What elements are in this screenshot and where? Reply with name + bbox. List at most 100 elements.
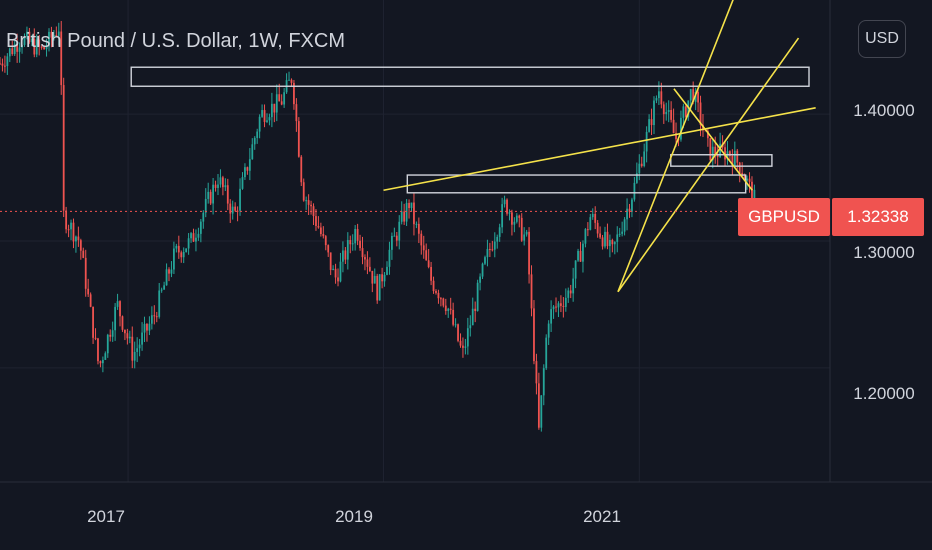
candle-body — [195, 237, 197, 242]
candle-body — [506, 199, 508, 214]
candle-body — [332, 268, 335, 270]
candle-body — [297, 121, 300, 157]
candle-body — [168, 269, 170, 274]
candle-body — [246, 167, 249, 171]
candle-body — [650, 119, 653, 126]
candle-body — [13, 44, 16, 54]
candle-body — [491, 249, 494, 251]
candle-body — [153, 315, 156, 317]
candle-body — [386, 266, 388, 275]
candle-body — [530, 274, 533, 309]
candle-body — [520, 217, 523, 241]
candle-body — [454, 324, 457, 326]
candle-body — [239, 188, 241, 211]
candle-body — [295, 104, 298, 122]
chart-title: British Pound / U.S. Dollar, 1W, FXCM — [6, 30, 345, 52]
candle-body — [35, 39, 38, 55]
candle-body — [586, 229, 589, 231]
candle-body — [589, 217, 592, 230]
candle-body — [361, 248, 364, 258]
candle-body — [136, 348, 139, 352]
candle-body — [3, 65, 6, 67]
candle-body — [241, 177, 244, 189]
candle-body — [733, 150, 736, 166]
currency-button[interactable]: USD — [858, 20, 906, 58]
candle-body — [342, 250, 344, 262]
candle-body — [226, 185, 229, 204]
candle-body — [45, 46, 48, 50]
candle-body — [244, 167, 246, 178]
candle-body — [128, 336, 131, 339]
candle-body — [665, 112, 668, 115]
candle-body — [498, 227, 501, 237]
candle-body — [339, 261, 342, 282]
candle-body — [564, 297, 567, 307]
candle-body — [0, 63, 1, 65]
candle-body — [217, 184, 219, 188]
candle-body — [18, 47, 21, 52]
candle-body — [643, 151, 646, 167]
candle-body — [574, 260, 577, 279]
candle-body — [214, 184, 217, 188]
candle-body — [199, 221, 202, 234]
candle-body — [422, 245, 425, 251]
candle-body — [748, 178, 751, 182]
candle-body — [11, 48, 14, 54]
candle-body — [6, 56, 9, 67]
candle-body — [611, 240, 614, 245]
candle-body — [65, 210, 68, 230]
x-tick-label: 2021 — [583, 507, 621, 526]
candle-body — [219, 177, 222, 185]
candle-body — [464, 346, 467, 348]
candle-body — [40, 46, 43, 48]
candle-body — [626, 208, 628, 220]
candle-body — [623, 219, 626, 232]
candle-body — [163, 285, 166, 290]
candle-body — [354, 228, 357, 244]
candle-body — [155, 316, 158, 318]
candle-body — [687, 100, 690, 117]
candle-body — [221, 177, 224, 188]
candle-body — [471, 308, 474, 326]
candle-body — [694, 92, 697, 102]
candle-body — [528, 231, 530, 275]
candle-body — [376, 275, 379, 301]
candle-body — [141, 332, 143, 345]
candle-body — [126, 333, 129, 339]
candle-body — [327, 245, 330, 253]
candle-body — [288, 79, 290, 81]
candle-body — [391, 235, 393, 250]
candle-body — [106, 334, 109, 354]
candle-body — [537, 383, 540, 428]
candle-body — [62, 85, 65, 211]
candle-body — [753, 189, 756, 202]
candle-body — [381, 274, 384, 282]
candle-body — [207, 191, 210, 199]
candle-body — [190, 233, 192, 239]
y-tick-label: 1.30000 — [853, 243, 915, 262]
candle-body — [457, 324, 459, 341]
candle-body — [388, 249, 391, 267]
candle-body — [684, 106, 687, 117]
candle-body — [21, 44, 23, 48]
candle-body — [584, 229, 587, 244]
last-price-label: 1.32338 — [832, 198, 924, 236]
candle-body — [655, 98, 658, 101]
candle-body — [599, 233, 602, 238]
candle-body — [518, 215, 521, 218]
candle-body — [116, 301, 119, 307]
candle-body — [413, 202, 415, 225]
candle-body — [731, 155, 734, 166]
candle-body — [16, 44, 19, 52]
candle-body — [322, 234, 325, 237]
candle-body — [67, 229, 70, 231]
candle-body — [415, 223, 418, 225]
candle-body — [290, 79, 293, 83]
candle-body — [405, 202, 408, 222]
candle-body — [359, 240, 361, 249]
candle-body — [704, 130, 707, 132]
candle-body — [26, 31, 28, 37]
candle-body — [542, 368, 545, 396]
candle-body — [716, 155, 719, 158]
